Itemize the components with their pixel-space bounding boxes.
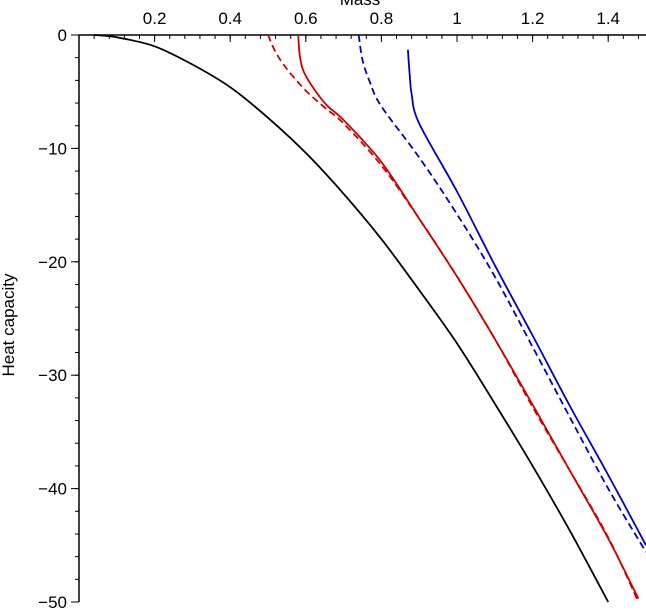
x-axis-title: Mass <box>340 0 381 9</box>
plot-series <box>94 34 646 603</box>
series-line-2 <box>267 34 640 603</box>
x-tick-label: 1 <box>452 9 461 28</box>
y-axis-title: Heat capacity <box>0 273 18 376</box>
y-tick-label: 0 <box>58 26 67 45</box>
y-tick-label: −50 <box>38 593 67 610</box>
series-line-5 <box>407 49 646 546</box>
x-tick-label: 1.4 <box>596 9 620 28</box>
y-tick-label: −30 <box>38 366 67 385</box>
x-tick-label: 0.6 <box>294 9 318 28</box>
axes: 0.2 0.4 0.6 0.8 1 1.2 1.4 0 −10 −20 −30 −40 −50 <box>38 9 646 610</box>
series-line-3 <box>297 36 640 600</box>
series-line-4 <box>357 34 646 553</box>
x-tick-label: 0.8 <box>370 9 394 28</box>
series-line-1 <box>94 34 609 603</box>
y-tick-label: −40 <box>38 480 67 499</box>
x-tick-label: 0.4 <box>218 9 242 28</box>
x-tick-label: 0.2 <box>143 9 167 28</box>
y-tick-label: −20 <box>38 253 67 272</box>
x-tick-label: 1.2 <box>521 9 545 28</box>
y-tick-label: −10 <box>38 139 67 158</box>
